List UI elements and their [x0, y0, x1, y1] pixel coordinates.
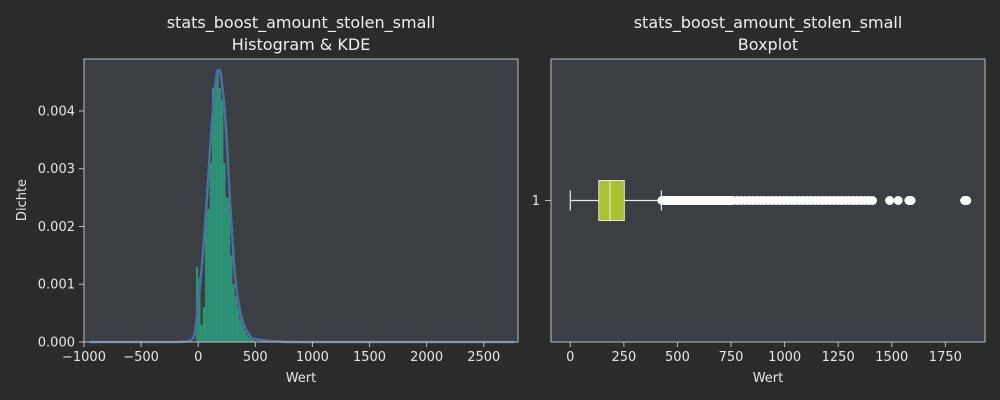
histogram-x-tick-label: 1500 — [353, 350, 386, 365]
histogram-x-tick-label: 1000 — [296, 350, 329, 365]
boxplot-x-tick-label: 1250 — [822, 350, 855, 365]
histogram-bar — [248, 337, 251, 342]
histogram-bar — [232, 284, 235, 342]
boxplot-title-line1: stats_boost_amount_stolen_small — [634, 13, 903, 33]
boxplot-x-label: Wert — [753, 371, 784, 386]
histogram-bar — [205, 209, 208, 342]
histogram-bar — [211, 87, 215, 342]
histogram-panel: stats_boost_amount_stolen_small Histogra… — [15, 13, 519, 386]
histogram-bar — [243, 330, 247, 342]
boxplot-flier — [893, 196, 903, 205]
histogram-y-tick-label: 0.000 — [38, 336, 75, 351]
histogram-bar — [225, 197, 228, 342]
histogram-bar — [227, 197, 231, 342]
histogram-bar — [241, 324, 244, 342]
histogram-bar — [253, 340, 256, 342]
histogram-bar — [237, 307, 240, 342]
histogram-y-tick-label: 0.004 — [38, 104, 75, 119]
histogram-y-tick-label: 0.002 — [38, 220, 75, 235]
histogram-bar — [230, 255, 233, 342]
histogram-x-tick-label: 2500 — [467, 350, 500, 365]
histogram-bar — [207, 209, 210, 342]
boxplot-x-tick-label: 500 — [665, 350, 690, 365]
boxplot-x-tick-label: 0 — [566, 350, 574, 365]
histogram-x-label: Wert — [286, 371, 317, 386]
histogram-bar — [200, 324, 203, 342]
histogram-bar — [246, 335, 249, 342]
boxplot-x-tick-label: 1750 — [929, 350, 962, 365]
boxplot-y-tick-label: 1 — [532, 194, 540, 209]
boxplot-x-tick-label: 1000 — [768, 350, 801, 365]
histogram-title-line2: Histogram & KDE — [232, 35, 371, 54]
histogram-y-tick-label: 0.003 — [38, 162, 75, 177]
histogram-title-line1: stats_boost_amount_stolen_small — [167, 13, 436, 33]
histogram-plot-area — [84, 59, 518, 342]
boxplot-x-tick-label: 1500 — [875, 350, 908, 365]
histogram-bar — [214, 87, 217, 342]
histogram-x-ticks: −1000 −500 0 500 1000 1500 2000 2500 — [62, 342, 500, 365]
kde-curve — [89, 68, 515, 344]
histogram-bar — [209, 162, 212, 342]
boxplot-fliers — [657, 196, 972, 205]
boxplot-panel: stats_boost_amount_stolen_small Boxplot … — [532, 13, 986, 386]
boxplot — [569, 180, 972, 221]
boxplot-x-ticks: 0 250 500 750 1000 1250 1500 1750 — [566, 342, 962, 365]
histogram-x-tick-label: −1000 — [62, 350, 106, 365]
histogram-x-tick-label: −500 — [123, 350, 159, 365]
histogram-bar — [198, 278, 201, 342]
boxplot-x-tick-label: 750 — [719, 350, 744, 365]
histogram-y-ticks: 0.000 0.001 0.002 0.003 0.004 — [38, 104, 84, 351]
boxplot-flier — [906, 196, 916, 205]
histogram-x-tick-label: 0 — [194, 350, 202, 365]
histogram-x-tick-label: 500 — [243, 350, 268, 365]
histogram-bar — [239, 318, 242, 342]
boxplot-box — [598, 180, 625, 221]
histogram-x-tick-label: 2000 — [410, 350, 443, 365]
boxplot-flier — [885, 196, 895, 205]
histogram-frame — [83, 58, 519, 343]
histogram-bar — [221, 99, 224, 342]
histogram-bar — [216, 70, 219, 342]
boxplot-flier-band — [657, 196, 738, 205]
boxplot-flier — [962, 196, 972, 205]
histogram-bar — [223, 162, 226, 342]
boxplot-x-tick-label: 250 — [611, 350, 636, 365]
histogram-bar — [234, 295, 238, 342]
boxplot-title-line2: Boxplot — [738, 35, 798, 54]
histogram-bar — [202, 307, 206, 342]
histogram-y-tick-label: 0.001 — [38, 278, 75, 293]
boxplot-flier — [867, 196, 877, 205]
histogram-y-label: Dichte — [15, 179, 30, 221]
histogram-bar — [250, 339, 254, 342]
histogram-bar — [218, 87, 222, 342]
